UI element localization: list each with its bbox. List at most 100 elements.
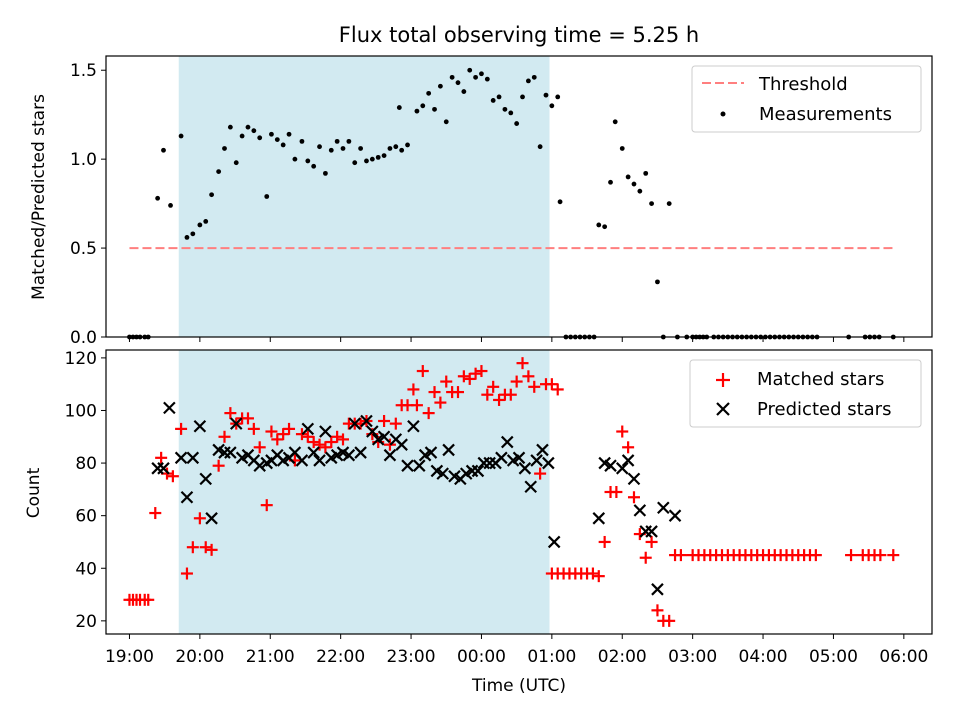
measurement-point (426, 90, 432, 96)
measurement-point (209, 192, 214, 198)
x-tick-label: 21:00 (246, 647, 295, 667)
legend-predicted-swatch (716, 402, 730, 416)
chart-title: Flux total observing time = 5.25 h (339, 23, 699, 47)
predicted-star-point (395, 438, 408, 451)
legend-threshold-label: Threshold (758, 74, 848, 95)
matched-star-point (337, 433, 350, 446)
x-tick-label: 06:00 (879, 647, 928, 667)
predicted-star-point (319, 425, 332, 438)
measurement-point (531, 74, 537, 80)
matched-star-point (378, 415, 391, 427)
measurement-point (479, 71, 484, 77)
measurement-point (612, 119, 618, 125)
measurement-point (643, 170, 649, 176)
measurement-point (203, 218, 209, 224)
measurement-point (414, 108, 420, 114)
matched-star-point (253, 441, 266, 454)
predicted-star-point (412, 459, 426, 472)
predicted-star-point (604, 459, 617, 472)
matched-star-point (260, 499, 273, 512)
top-y-ticks: 0.0 0.5 1.0 1.5 (70, 61, 106, 348)
measurement-point (420, 103, 426, 109)
measurement-point (245, 124, 251, 130)
matched-star-point (627, 491, 640, 504)
measurement-point (437, 83, 443, 89)
measurement-point (197, 222, 203, 228)
matched-star-point (504, 388, 517, 401)
predicted-star-point (518, 462, 532, 475)
predicted-star-point (174, 451, 188, 465)
measurement-point (317, 144, 322, 150)
legend-predicted-label: Predicted stars (757, 399, 891, 420)
bottom-y-axis-label: Count (24, 467, 44, 518)
bottom-legend: Matched stars Predicted stars (689, 359, 922, 428)
legend-measurements-swatch (720, 111, 726, 117)
matched-star-point (205, 543, 218, 556)
predicted-star-point (547, 535, 561, 549)
matched-star-point (610, 486, 623, 498)
matched-star-point (592, 570, 605, 583)
matched-star-point (383, 438, 396, 451)
matched-star-point (639, 551, 652, 564)
predicted-star-point (615, 462, 629, 475)
predicted-star-point (180, 490, 194, 504)
measurement-point (299, 138, 305, 144)
predicted-star-point (157, 462, 170, 475)
bottom-plot-frame (105, 349, 933, 635)
measurement-point (239, 133, 245, 139)
matched-star-point (180, 567, 193, 580)
matched-star-point (241, 412, 254, 425)
matched-star-point (463, 372, 476, 385)
matched-star-point (674, 549, 687, 562)
matched-star-point (428, 386, 441, 399)
predicted-star-point (621, 454, 635, 467)
measurement-point (557, 199, 563, 205)
matched-star-point (475, 365, 488, 378)
measurement-point (502, 106, 508, 112)
measurement-point (251, 128, 257, 134)
measurement-point (292, 156, 298, 162)
bottom-y-ticks: 20 40 60 80 100 120 (65, 349, 106, 632)
measurement-point (269, 131, 274, 137)
matched-star-point (277, 428, 290, 441)
x-tick-label: 00:00 (457, 647, 506, 667)
matched-star-point (295, 428, 308, 441)
bottom-y-tick-label: 40 (75, 559, 97, 579)
measurement-point (286, 131, 292, 137)
matched-star-point (175, 422, 188, 435)
bottom-y-tick-label: 100 (65, 401, 97, 421)
matched-star-point (389, 417, 402, 430)
predicted-star-point (383, 448, 397, 462)
matched-star-point (313, 438, 326, 451)
x-tick-label: 23:00 (387, 647, 436, 667)
matched-star-point (410, 399, 423, 412)
matched-star-point (142, 593, 155, 606)
matched-star-point (845, 549, 858, 562)
predicted-star-point (645, 525, 658, 538)
matched-star-point (416, 365, 429, 378)
x-axis-label: Time (UTC) (471, 676, 566, 696)
predicted-star-point (627, 472, 641, 486)
predicted-star-point (651, 583, 664, 596)
predicted-star-point (377, 430, 391, 444)
matched-star-point (301, 430, 314, 443)
matched-star-point (551, 383, 564, 396)
bottom-legend-box (689, 359, 922, 428)
measurement-point (375, 154, 381, 160)
predicted-star-point (366, 425, 379, 438)
measurement-point (222, 146, 227, 151)
measurement-point (461, 89, 467, 94)
matched-star-point (809, 549, 822, 562)
top-panel: Flux total observing time = 5.25 h 0.00.… (29, 23, 933, 348)
predicted-star-point (313, 454, 326, 467)
measurement-point (387, 146, 393, 151)
matched-star-point (598, 535, 611, 548)
bottom-x-ticks: 19:00 20:00 21:00 22:00 23:00 00:00 01:00 02:00… (105, 634, 928, 667)
measurement-point (449, 74, 455, 80)
measurement-point (396, 105, 402, 110)
predicted-star-point (436, 467, 450, 480)
matched-star-point (325, 436, 338, 449)
matched-star-point (218, 430, 231, 443)
predicted-star-point (151, 462, 164, 475)
matched-star-point (265, 425, 278, 438)
